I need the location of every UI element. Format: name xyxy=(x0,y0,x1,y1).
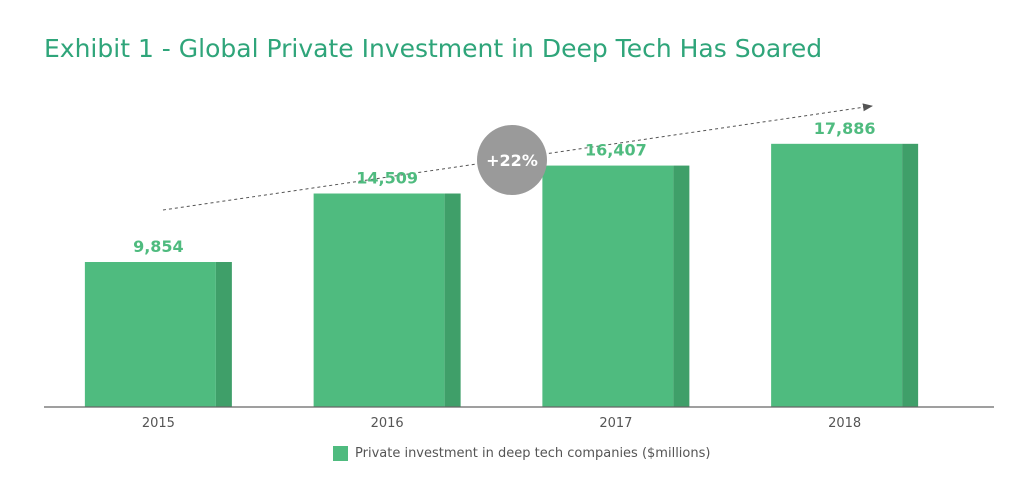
legend-label: Private investment in deep tech companie… xyxy=(355,446,711,461)
value-label-2018: 17,886 xyxy=(814,119,876,138)
bar-side-2016 xyxy=(444,193,461,407)
growth-badge-circle xyxy=(477,125,547,195)
value-label-2017: 16,407 xyxy=(585,141,647,160)
bar-side-2015 xyxy=(215,262,232,407)
bar-2015 xyxy=(84,262,216,407)
x-tick-label-2017: 2017 xyxy=(599,416,632,431)
legend-swatch xyxy=(333,446,348,461)
bar-side-2018 xyxy=(902,143,919,407)
legend: Private investment in deep tech companie… xyxy=(333,446,710,461)
bars-layer xyxy=(84,143,919,407)
growth-badge-text: +22% xyxy=(486,151,538,170)
bar-2017 xyxy=(542,165,674,407)
labels-layer: 9,854 2015 14,509 2016 16,407 2017 17,886 2018 xyxy=(133,119,875,431)
x-tick-label-2015: 2015 xyxy=(142,416,175,431)
bar-2018 xyxy=(771,143,903,407)
x-tick-label-2018: 2018 xyxy=(828,416,861,431)
bar-2016 xyxy=(313,193,445,407)
x-tick-label-2016: 2016 xyxy=(371,416,404,431)
chart-title: Exhibit 1 - Global Private Investment in… xyxy=(44,34,823,63)
value-label-2016: 14,509 xyxy=(356,169,418,188)
bar-side-2017 xyxy=(673,165,690,407)
growth-badge: +22% xyxy=(477,125,547,195)
value-label-2015: 9,854 xyxy=(133,237,184,256)
